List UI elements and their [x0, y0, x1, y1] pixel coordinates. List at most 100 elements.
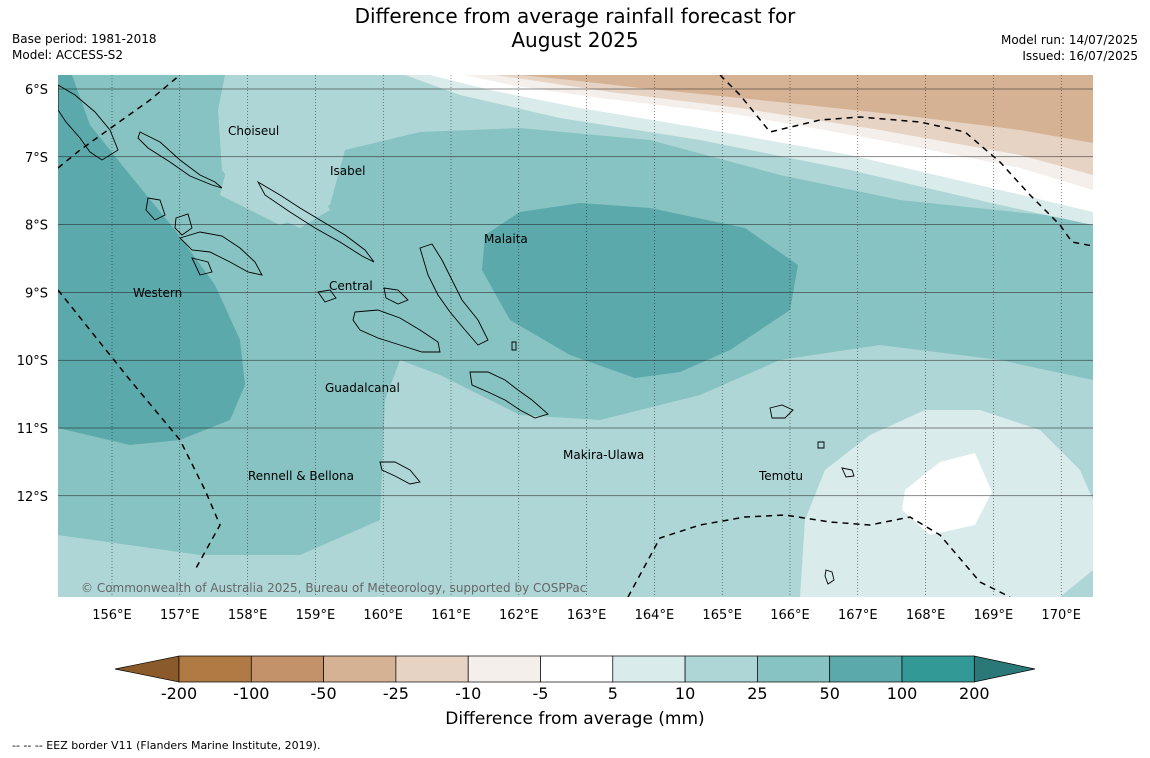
- eez-border-se: [627, 514, 1011, 597]
- lat-tick-label: 6°S: [25, 83, 48, 98]
- colorbar-tick-label: -100: [233, 684, 269, 700]
- colorbar-segment: [540, 655, 614, 683]
- colorbar-segment: [684, 655, 758, 683]
- colorbar-tick-label: -5: [533, 684, 549, 700]
- longitude-labels: 156°E 157°E 158°E 159°E 160°E 161°E 162°E 163°E…: [92, 608, 1081, 623]
- island-utupua: [841, 467, 855, 478]
- lon-tick-label: 158°E: [228, 608, 268, 623]
- colorbar-tick-label: -10: [455, 684, 481, 700]
- island-kolombangara: [174, 213, 193, 236]
- model-run: Model run: 14/07/2025: [1000, 33, 1138, 47]
- island-florida: [317, 289, 337, 303]
- model-name: Model: ACCESS-S2: [12, 48, 124, 62]
- contour-minus5-5-se: [902, 453, 992, 535]
- region-label-rennell-bellona: Rennell & Bellona: [248, 469, 354, 483]
- eez-legend-note: -- -- -- EEZ border V11 (Flanders Marine…: [12, 739, 321, 752]
- island-guadalcanal: [352, 309, 441, 353]
- eez-border-ne: [719, 75, 1093, 247]
- lon-tick-label: 165°E: [702, 608, 742, 623]
- contour-pocket-choiseul: [218, 75, 330, 228]
- island-malaita: [419, 243, 489, 346]
- region-label-isabel: Isabel: [330, 164, 365, 178]
- island-bougainville: [58, 84, 119, 161]
- colorbar: [114, 655, 1036, 683]
- colorbar-label: Difference from average (mm): [445, 709, 705, 729]
- title-line-2: August 2025: [511, 28, 639, 52]
- map-frame: [58, 75, 1093, 597]
- lon-tick-label: 160°E: [363, 608, 403, 623]
- colorbar-tick-label: 10: [675, 684, 695, 700]
- contour-50-100-east: [482, 203, 798, 378]
- region-label-guadalcanal: Guadalcanal: [325, 381, 400, 395]
- colorbar-tick-label: 5: [608, 684, 618, 700]
- colorbar-tick-label: -200: [161, 684, 197, 700]
- island-outlines: [58, 84, 855, 585]
- base-period: Base period: 1981-2018: [12, 32, 157, 46]
- region-label-western: Western: [133, 286, 182, 300]
- island-ngella: [383, 287, 409, 305]
- contour-minus50-minus25: [520, 75, 1093, 143]
- lat-tick-label: 11°S: [17, 422, 48, 437]
- island-rennell: [379, 461, 421, 485]
- island-ulawa: [511, 341, 517, 351]
- region-label-central: Central: [329, 279, 373, 293]
- colorbar-tick-label: -50: [311, 684, 337, 700]
- region-label-malaita: Malaita: [484, 232, 528, 246]
- lat-tick-label: 7°S: [25, 151, 48, 166]
- island-vanikoro: [817, 441, 825, 449]
- eez-border-sw: [58, 289, 221, 571]
- rainfall-map: Choiseul Isabel Malaita Western Central …: [17, 75, 1093, 700]
- colorbar-segment: [612, 655, 686, 683]
- colorbar-segment: [395, 655, 469, 683]
- colorbar-under-arrow: [114, 655, 180, 683]
- lon-tick-label: 162°E: [499, 608, 539, 623]
- graticule: [58, 75, 1093, 597]
- colorbar-tick-label: 50: [820, 684, 840, 700]
- lon-tick-label: 169°E: [974, 608, 1014, 623]
- lon-tick-label: 170°E: [1041, 608, 1081, 623]
- colorbar-segment: [829, 655, 903, 683]
- lon-tick-label: 156°E: [92, 608, 132, 623]
- issued-date: Issued: 16/07/2025: [1022, 49, 1138, 63]
- latitude-labels: 6°S 7°S 8°S 9°S 10°S 11°S 12°S: [17, 83, 48, 505]
- colorbar-over-arrow: [973, 655, 1036, 683]
- map-title: Difference from average rainfall forecas…: [0, 4, 1150, 52]
- lon-tick-label: 159°E: [296, 608, 336, 623]
- colorbar-segment: [323, 655, 397, 683]
- lon-tick-label: 163°E: [567, 608, 607, 623]
- colorbar-tick-label: 25: [747, 684, 767, 700]
- island-tikopia: [824, 569, 835, 585]
- colorbar-tick-label: -25: [383, 684, 409, 700]
- island-new-georgia: [179, 231, 263, 276]
- contour-50-100-west: [58, 75, 245, 445]
- lon-tick-label: 168°E: [906, 608, 946, 623]
- region-label-makira-ulawa: Makira-Ulawa: [563, 448, 644, 462]
- island-santa-cruz: [769, 404, 794, 419]
- colorbar-segment: [757, 655, 831, 683]
- lon-tick-label: 161°E: [431, 608, 471, 623]
- colorbar-segment: [178, 655, 252, 683]
- lat-tick-label: 12°S: [17, 490, 48, 505]
- region-label-choiseul: Choiseul: [228, 124, 279, 138]
- copyright-notice: © Commonwealth of Australia 2025, Bureau…: [81, 581, 586, 595]
- region-labels: Choiseul Isabel Malaita Western Central …: [133, 124, 803, 483]
- island-isabel: [256, 180, 375, 263]
- eez-border: [58, 75, 1093, 597]
- lon-tick-label: 157°E: [160, 608, 200, 623]
- lat-tick-label: 10°S: [17, 354, 48, 369]
- colorbar-tick-labels: -200 -100 -50 -25 -10 -5 5 10 25 50 100 200: [161, 684, 990, 700]
- lat-tick-label: 8°S: [25, 219, 48, 234]
- lon-tick-label: 164°E: [635, 608, 675, 623]
- meta-left: Base period: 1981-2018 Model: ACCESS-S2: [12, 31, 157, 63]
- region-label-temotu: Temotu: [758, 469, 803, 483]
- colorbar-tick-label: 100: [887, 684, 918, 700]
- island-vangunu: [191, 257, 213, 276]
- lat-tick-label: 9°S: [25, 286, 48, 301]
- island-makira: [469, 371, 549, 419]
- colorbar-segment: [467, 655, 541, 683]
- eez-border-nw: [58, 75, 181, 169]
- island-vella-lavella: [145, 197, 166, 221]
- title-line-1: Difference from average rainfall forecas…: [354, 4, 796, 28]
- lon-tick-label: 166°E: [770, 608, 810, 623]
- meta-right: Model run: 14/07/2025 Issued: 16/07/2025: [1001, 32, 1138, 64]
